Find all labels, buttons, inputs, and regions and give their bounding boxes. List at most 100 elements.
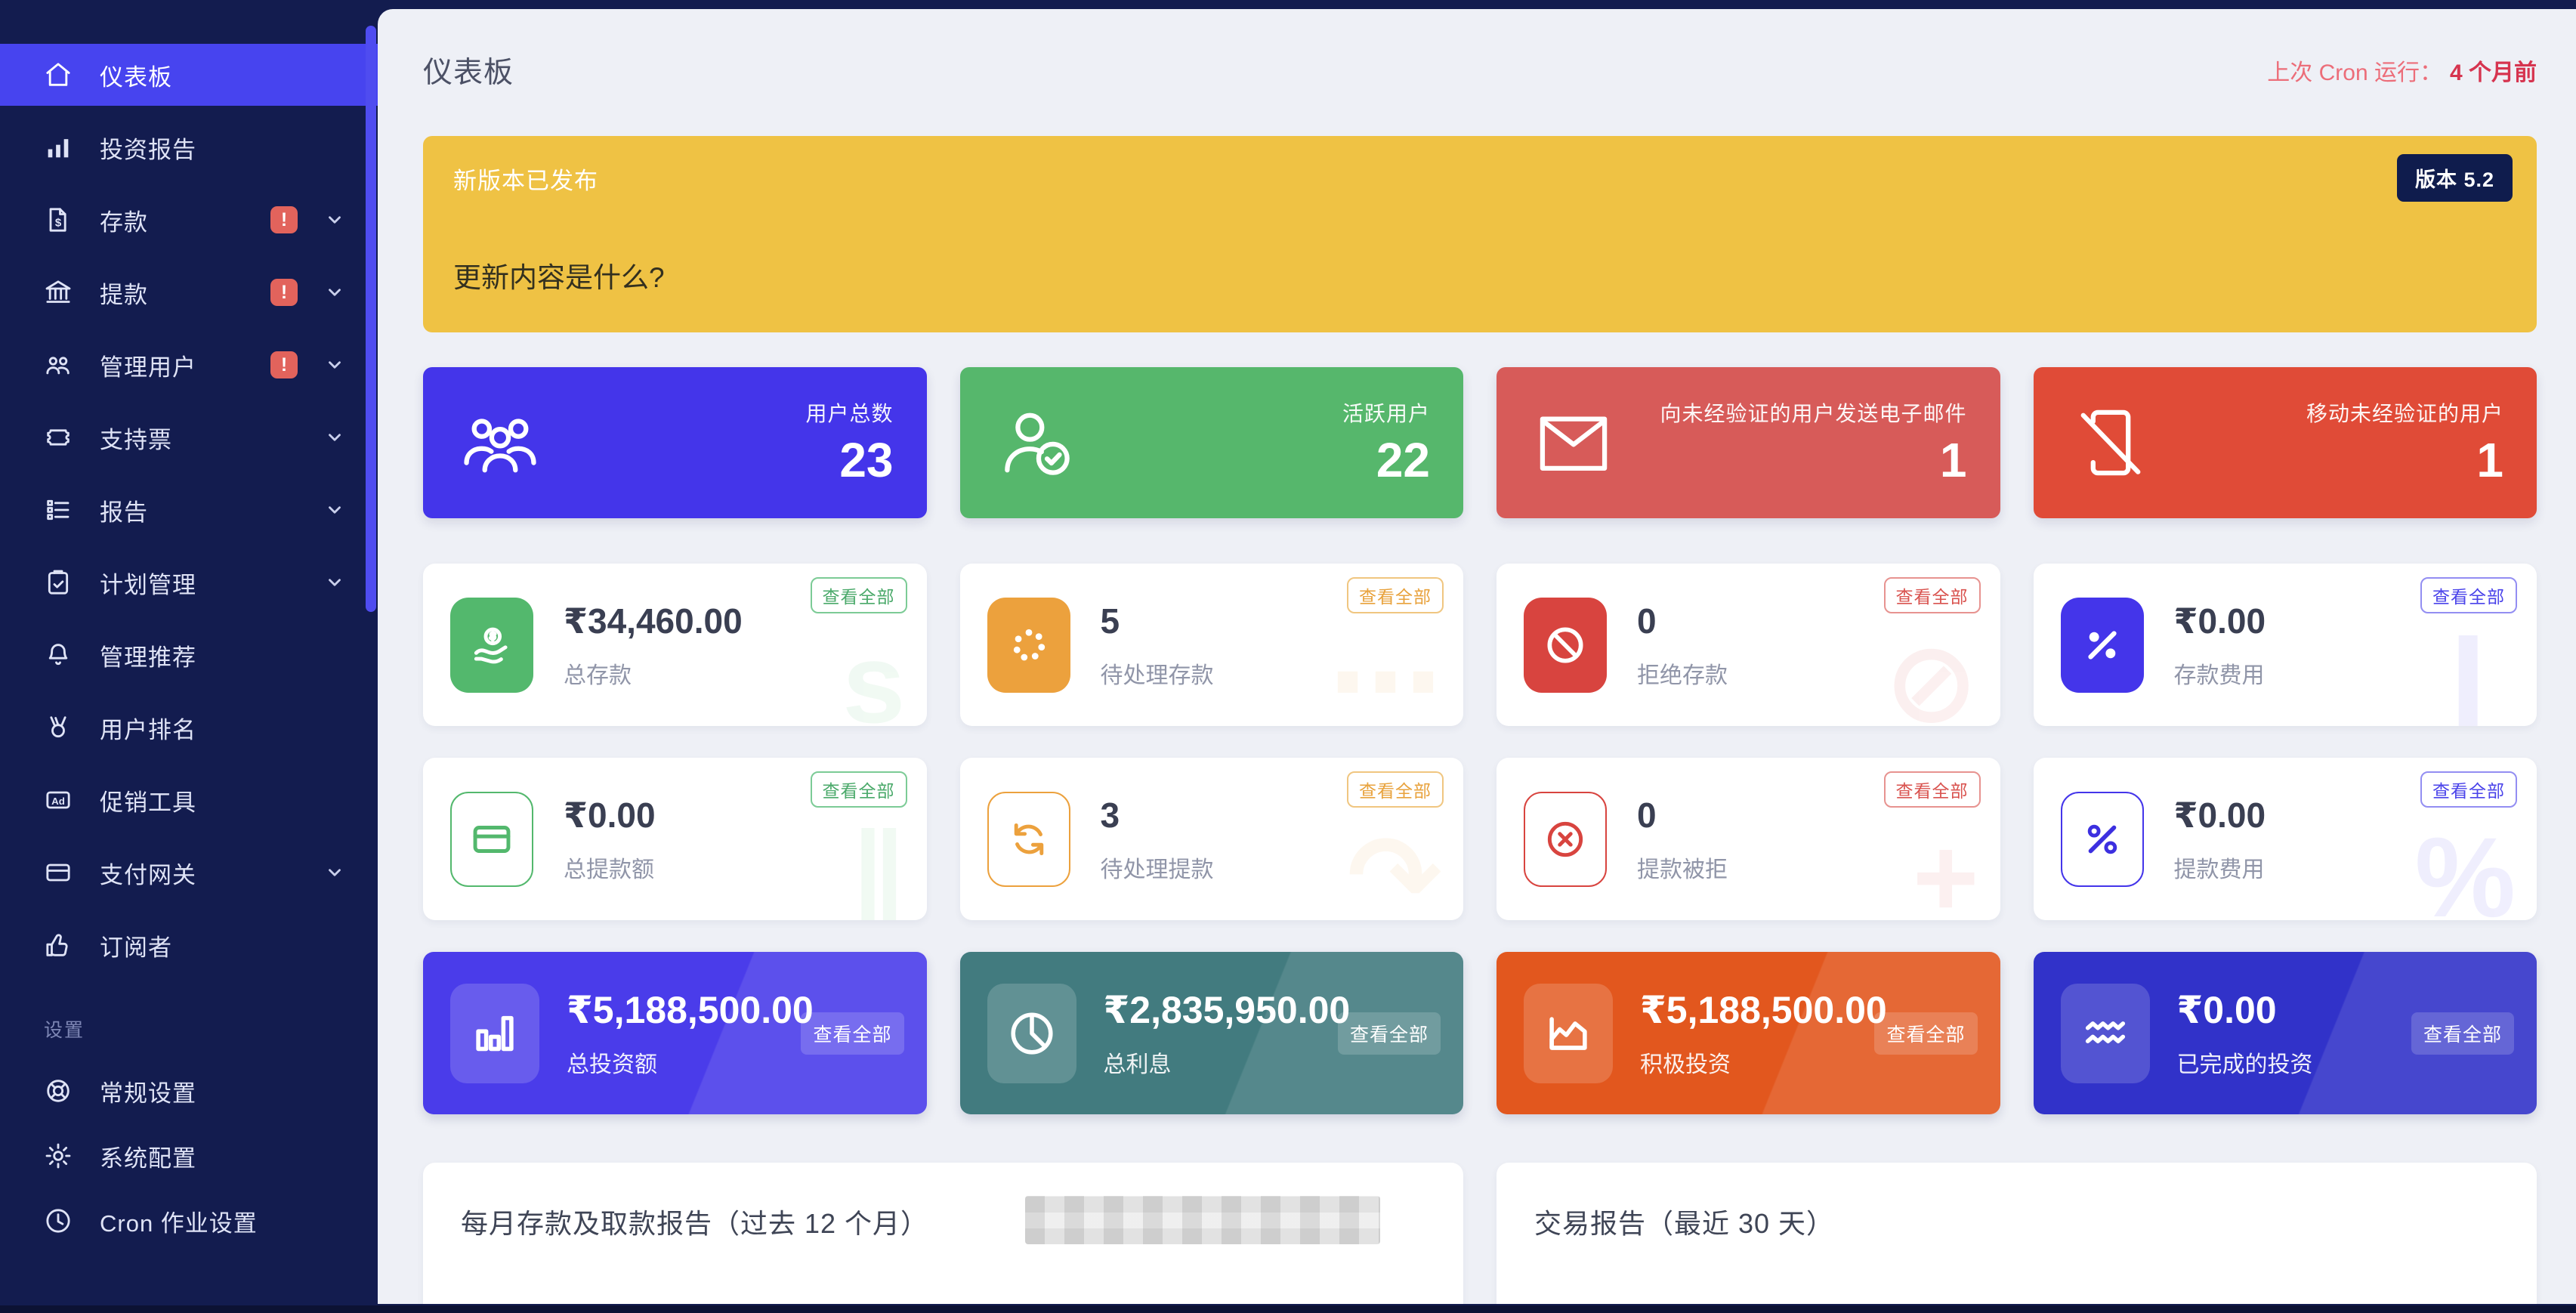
metric-card-total-deposit: ₹34,460.00 总存款 查看全部 s (423, 564, 927, 726)
svg-text:$: $ (55, 216, 62, 229)
metric-label: 提款被拒 (1637, 857, 1728, 882)
sidebar-item-plan-management[interactable]: 计划管理 (0, 551, 378, 613)
sidebar-item-deposits[interactable]: $ 存款 ! (0, 189, 378, 251)
sidebar-item-manage-users[interactable]: 管理用户 ! (0, 334, 378, 396)
sidebar-item-label: 支付网关 (100, 861, 196, 888)
invest-value: ₹5,188,500.00 (1640, 988, 1887, 1031)
metric-label: 提款费用 (2173, 857, 2265, 882)
invest-value: ₹5,188,500.00 (567, 988, 814, 1031)
metric-label: 存款费用 (2173, 663, 2265, 688)
chart-title: 每月存款及取款报告（过去 12 个月） (461, 1208, 929, 1239)
view-all-badge[interactable]: 查看全部 (2411, 1012, 2514, 1055)
watermark-glyph: % (2414, 814, 2516, 920)
sidebar-scrollbar-thumb[interactable] (366, 26, 376, 612)
view-all-badge[interactable]: 查看全部 (1883, 577, 1981, 613)
stat-label: 向未经验证的用户发送电子邮件 (1660, 402, 1967, 425)
invest-value: ₹2,835,950.00 (1103, 988, 1351, 1031)
page-header: 仪表板 上次 Cron 运行： 4 个月前 (423, 47, 2537, 94)
view-all-badge[interactable]: 查看全部 (2420, 771, 2517, 808)
sidebar-item-label: 计划管理 (100, 571, 196, 598)
view-all-badge[interactable]: 查看全部 (810, 771, 907, 808)
spinner-dots-icon (987, 597, 1070, 693)
sidebar-item-label: 存款 (100, 209, 148, 236)
deposit-metrics-row: ₹34,460.00 总存款 查看全部 s 5 待处理存款 查看全部 ⋯ (423, 564, 2537, 726)
invest-card-active-investments: ₹5,188,500.00 积极投资 查看全部 (1496, 952, 2000, 1114)
banner-question-link[interactable]: 更新内容是什么? (453, 262, 665, 293)
view-all-badge[interactable]: 查看全部 (1347, 577, 1444, 613)
view-all-badge[interactable]: 查看全部 (1874, 1012, 1978, 1055)
sidebar-item-label: 用户排名 (100, 716, 196, 743)
page-title: 仪表板 (423, 57, 514, 89)
metric-label: 待处理提款 (1100, 857, 1214, 882)
stat-value: 22 (1376, 433, 1430, 487)
metric-card-rejected-deposits: 0 拒绝存款 查看全部 ⊘ (1496, 564, 2000, 726)
sidebar-item-label: 管理用户 (100, 354, 196, 381)
cron-label: 上次 Cron 运行： (2267, 60, 2442, 85)
sidebar-item-user-ranking[interactable]: 用户排名 (0, 697, 378, 758)
pie-chart-icon (987, 983, 1076, 1083)
sidebar-item-withdrawals[interactable]: 提款 ! (0, 261, 378, 323)
sidebar-item-general-settings[interactable]: 常规设置 (0, 1062, 378, 1120)
view-all-badge[interactable]: 查看全部 (810, 577, 907, 613)
invest-label: 总利息 (1103, 1052, 1172, 1077)
stat-card-total-users[interactable]: 用户总数 23 (423, 367, 927, 518)
sidebar-item-support-tickets[interactable]: 支持票 (0, 406, 378, 468)
invest-card-total-invested: ₹5,188,500.00 总投资额 查看全部 (423, 952, 927, 1114)
metric-value: ₹34,460.00 (564, 601, 743, 641)
stat-card-email-unverified-users[interactable]: 向未经验证的用户发送电子邮件 1 (1496, 367, 2000, 518)
sidebar-item-manage-referrals[interactable]: 管理推荐 (0, 624, 378, 686)
view-all-badge[interactable]: 查看全部 (1347, 771, 1444, 808)
sidebar-item-subscribers[interactable]: 订阅者 (0, 914, 378, 976)
chevron-down-icon (325, 500, 344, 520)
banner-title: 新版本已发布 (453, 168, 598, 194)
bell-icon (42, 639, 74, 671)
chevron-down-icon (325, 283, 344, 302)
sidebar-item-system-configuration[interactable]: 系统配置 (0, 1127, 378, 1185)
invest-card-total-interest: ₹2,835,950.00 总利息 查看全部 (959, 952, 1463, 1114)
metric-card-deposit-charge: ₹0.00 存款费用 查看全部 ❙ (2033, 564, 2537, 726)
thumb-up-icon (42, 929, 74, 961)
alert-badge: ! (270, 351, 298, 378)
refresh-icon (987, 791, 1070, 887)
percent-icon (2060, 597, 2144, 693)
sidebar-item-label: 报告 (100, 499, 148, 526)
metric-card-pending-deposits: 5 待处理存款 查看全部 ⋯ (959, 564, 1463, 726)
stat-card-active-users[interactable]: 活跃用户 22 (959, 367, 1463, 518)
cron-value: 4 个月前 (2449, 60, 2537, 85)
sidebar-item-label: 常规设置 (100, 1080, 196, 1107)
stat-card-mobile-unverified-users[interactable]: 移动未经验证的用户 1 (2033, 367, 2537, 518)
sidebar-item-investment-report[interactable]: 投资报告 (0, 116, 378, 178)
stat-label: 活跃用户 (1342, 402, 1430, 425)
lifebuoy-icon (42, 1075, 74, 1107)
sidebar-item-promotional-tools[interactable]: Ad 促销工具 (0, 769, 378, 831)
stat-label: 用户总数 (805, 402, 894, 425)
stat-cards-row: 用户总数 23 活跃用户 22 向未经验证的用户发送电子邮件 1 (423, 367, 2537, 518)
chart-card-monthly-deposit-withdraw: 每月存款及取款报告（过去 12 个月） 35000 (423, 1163, 1463, 1304)
view-all-badge[interactable]: 查看全部 (2420, 577, 2517, 613)
watermark-glyph: ⊘ (1883, 619, 1979, 726)
investment-cards-row: ₹5,188,500.00 总投资额 查看全部 ₹2,835,950.00 总利… (423, 952, 2537, 1114)
sidebar-item-payment-gateways[interactable]: 支付网关 (0, 842, 378, 904)
sidebar-item-dashboard[interactable]: 仪表板 (0, 44, 378, 106)
stat-value: 1 (1939, 433, 1967, 487)
credit-card-icon (450, 791, 533, 887)
medal-icon (42, 712, 74, 743)
sidebar-item-cron-job-settings[interactable]: Cron 作业设置 (0, 1192, 378, 1250)
version-badge: 版本 5.2 (2396, 154, 2513, 202)
sidebar-item-reports[interactable]: 报告 (0, 479, 378, 541)
view-all-badge[interactable]: 查看全部 (801, 1012, 904, 1055)
bank-icon (42, 277, 74, 308)
view-all-badge[interactable]: 查看全部 (1337, 1012, 1441, 1055)
hand-dollar-icon (450, 597, 533, 693)
withdrawal-metrics-row: ₹0.00 总提款额 查看全部 ∥ 3 待处理提款 查看全部 ↷ (423, 758, 2537, 920)
sidebar-item-label: 管理推荐 (100, 644, 196, 671)
view-all-badge[interactable]: 查看全部 (1883, 771, 1981, 808)
metric-value: 5 (1100, 601, 1120, 641)
svg-text:Ad: Ad (51, 796, 65, 807)
watermark-glyph: ⋯ (1329, 619, 1442, 726)
percent-icon (2060, 791, 2144, 887)
x-circle-icon (1524, 791, 1607, 887)
file-invoice-dollar-icon: $ (42, 204, 74, 236)
home-icon (42, 59, 74, 91)
invest-label: 总投资额 (567, 1052, 657, 1077)
